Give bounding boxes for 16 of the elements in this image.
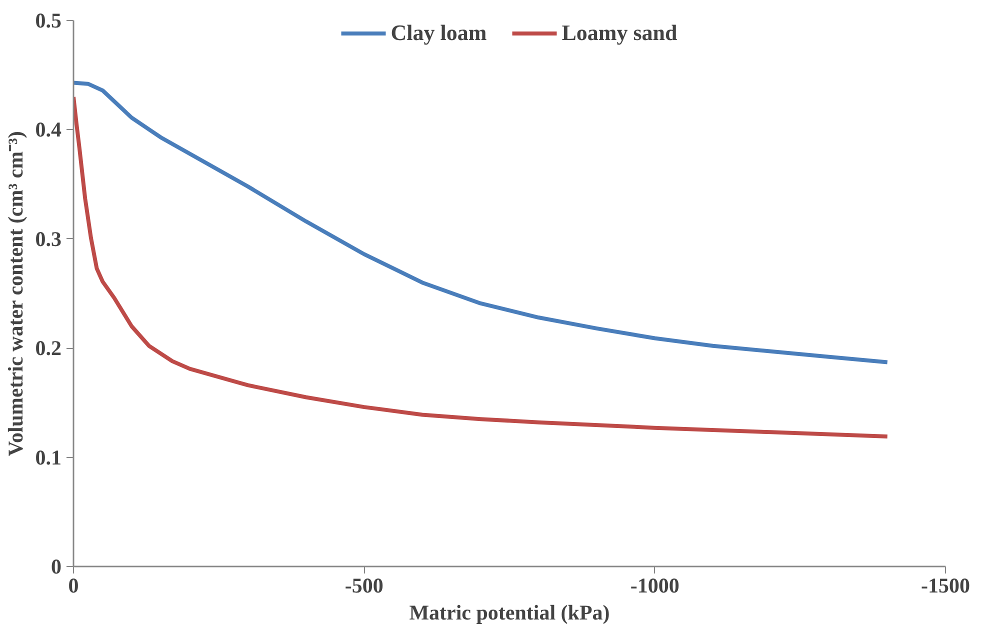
x-tick-label: -1000 bbox=[630, 574, 680, 598]
y-tick-label: 0.4 bbox=[35, 118, 62, 142]
y-tick-label: 0.5 bbox=[35, 8, 62, 32]
y-tick-label: 0.2 bbox=[35, 336, 62, 360]
legend-label: Clay loam bbox=[390, 20, 487, 46]
y-tick-label: 0.1 bbox=[35, 445, 62, 470]
y-axis-title: Volumetric water content (cm³ cm⁻³) bbox=[3, 131, 28, 456]
y-tick-label: 0.3 bbox=[35, 226, 62, 251]
line-series bbox=[74, 80, 890, 364]
legend-label: Loamy sand bbox=[562, 20, 678, 46]
x-axis-title: Matric potential (kPa) bbox=[409, 600, 610, 624]
x-tick-label: 0 bbox=[68, 574, 79, 598]
line-series bbox=[74, 94, 890, 439]
x-tick-label: -500 bbox=[344, 574, 384, 598]
y-tick-label: 0 bbox=[51, 554, 62, 578]
x-tick-label: -1500 bbox=[921, 574, 970, 598]
